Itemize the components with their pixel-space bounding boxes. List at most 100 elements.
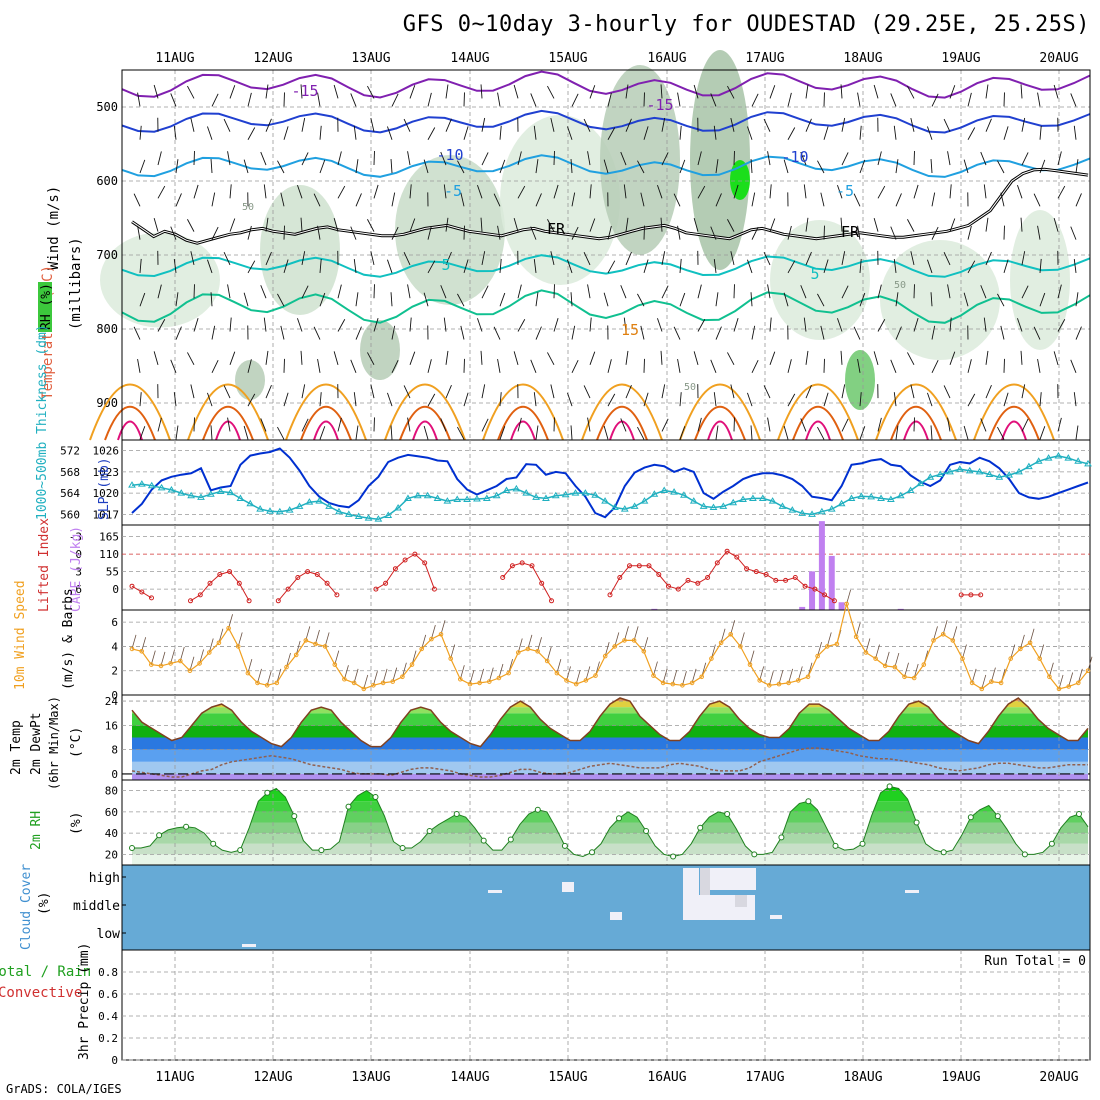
li-point — [392, 566, 398, 572]
wind10m-point — [168, 661, 173, 666]
thickness-point — [453, 495, 462, 502]
wind-barb — [300, 217, 303, 232]
thickness-point — [591, 491, 600, 498]
wind-barb — [713, 125, 717, 140]
wind-barb — [661, 384, 666, 399]
wind-barb — [1039, 258, 1042, 273]
wind10m-point — [796, 678, 801, 683]
cape-ytick-1: 110 — [99, 548, 119, 561]
wind10m-point — [728, 632, 734, 637]
wind10m-barb — [604, 642, 610, 657]
wind-barb — [983, 317, 987, 332]
wind-barb — [931, 325, 936, 340]
date-top-17AUG: 17AUG — [745, 51, 784, 66]
wind10m-point — [767, 683, 772, 688]
wind-barb — [943, 252, 951, 266]
wind10m-barb — [991, 667, 996, 682]
wind10m-barb — [450, 644, 456, 659]
li-point — [822, 592, 828, 598]
wind-barb — [211, 325, 216, 340]
cloud-block-10 — [242, 944, 256, 947]
wind-barb — [497, 225, 501, 240]
wind10m-point — [342, 676, 347, 682]
thickness-point — [896, 491, 905, 499]
li-line — [609, 550, 835, 602]
wind-barb — [280, 325, 285, 340]
wind-barb — [949, 85, 956, 99]
cloud-label: Cloud Cover — [19, 864, 34, 950]
wind-barb — [1053, 218, 1059, 232]
wind-barb — [640, 192, 645, 207]
wind10m-barb — [479, 668, 485, 683]
li-point — [188, 598, 193, 604]
wind-barb — [949, 351, 956, 365]
wind-barb — [751, 360, 759, 374]
wind10m-barb — [1087, 656, 1093, 671]
wind-barb — [805, 84, 809, 99]
isotherm-20-6 — [694, 405, 746, 441]
wind-barb — [210, 425, 213, 440]
wind-barb — [319, 392, 322, 407]
rh-shade-6 — [770, 220, 870, 340]
wind-barb — [817, 426, 825, 440]
rh-shade-10 — [235, 360, 265, 400]
wind-barb — [931, 226, 939, 240]
wind-barb — [713, 392, 717, 407]
wind-barb — [733, 184, 739, 199]
wind-barb — [1039, 159, 1046, 174]
wind-barb — [211, 226, 219, 240]
thickness-point — [404, 494, 412, 501]
wind-barb — [893, 125, 897, 140]
wind10m-barb — [517, 638, 523, 653]
wind-barb — [859, 258, 862, 273]
wind-barb — [319, 159, 326, 174]
wind-barb — [787, 92, 792, 107]
li-point — [246, 598, 252, 604]
rh2m-point — [751, 851, 758, 858]
thickness-point — [147, 481, 156, 489]
li-point — [236, 580, 242, 586]
wind-barb — [187, 85, 195, 99]
rh2m-point — [453, 811, 460, 817]
wind10m-barb — [411, 650, 417, 665]
wind-barb — [823, 126, 829, 140]
wind-barb — [625, 217, 629, 232]
wind-barb — [445, 385, 452, 399]
rh2m-point — [291, 813, 298, 820]
wind-barb — [481, 418, 489, 432]
wind-barb — [967, 393, 976, 407]
date-top-20AUG: 20AUG — [1039, 51, 1078, 66]
wind-barb — [211, 360, 219, 374]
wind-barb — [895, 425, 899, 440]
date-bottom-12AUG: 12AUG — [253, 1070, 292, 1085]
wind-barb — [677, 225, 681, 240]
wind10m-barb — [247, 659, 253, 674]
wind-barb — [1057, 185, 1066, 199]
wind-barb — [769, 317, 772, 332]
wind-barb — [175, 193, 182, 207]
thickness-point — [1074, 457, 1083, 464]
wind-barb — [460, 325, 465, 340]
wind-barb — [947, 417, 951, 432]
cloud-block-8 — [770, 915, 782, 919]
wind-barb — [550, 117, 555, 132]
wind10m-point — [448, 656, 454, 661]
isotherm-5 — [121, 254, 1091, 278]
wind-barb — [661, 251, 666, 266]
wind-barb — [153, 351, 159, 365]
wind-barb — [353, 258, 357, 273]
wind10m-point — [757, 678, 763, 683]
wind10m-point — [844, 601, 849, 607]
rh2m-point — [913, 819, 920, 826]
wind-barb — [853, 326, 861, 340]
li-point — [685, 577, 691, 583]
rh2m-ytick-80: 80 — [105, 785, 118, 798]
wind-barb — [1021, 117, 1026, 132]
wind-barb — [730, 251, 735, 266]
wind-barb — [301, 251, 306, 266]
wind-barb — [985, 251, 992, 266]
wind-barb — [319, 258, 322, 273]
li-point — [812, 586, 818, 592]
wind-barb — [337, 185, 346, 199]
wind-barb — [190, 251, 195, 266]
